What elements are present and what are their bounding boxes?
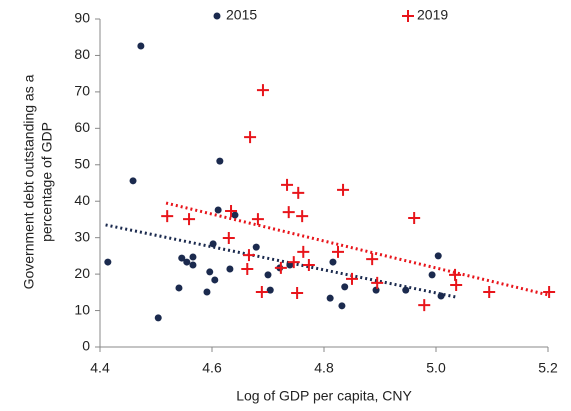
point <box>226 265 234 273</box>
y-tick-label: 10 <box>74 301 90 317</box>
point <box>291 287 304 300</box>
point <box>437 292 445 300</box>
trendline <box>105 223 457 299</box>
point <box>282 206 295 219</box>
point <box>189 253 197 261</box>
x-axis-label: Log of GDP per capita, CNY <box>236 388 412 404</box>
y-tick-label: 80 <box>74 46 90 62</box>
point <box>183 213 196 226</box>
y-tick-label: 90 <box>74 10 90 26</box>
point <box>402 286 410 294</box>
point <box>372 286 380 294</box>
y-tick-label: 30 <box>74 228 90 244</box>
point <box>292 186 305 199</box>
point <box>408 211 421 224</box>
point <box>346 272 358 285</box>
y-tick-label: 20 <box>74 265 90 281</box>
y-axis-label: Government debt outstanding as a <box>21 74 37 289</box>
y-tick-label: 60 <box>74 119 90 135</box>
point <box>183 258 191 266</box>
point <box>337 183 350 196</box>
point <box>175 284 183 292</box>
point <box>450 279 463 292</box>
legend-marker <box>213 12 221 20</box>
point <box>449 268 462 281</box>
point <box>241 263 254 276</box>
trendline <box>165 201 549 297</box>
point <box>371 276 384 289</box>
point <box>266 286 274 294</box>
point <box>104 258 112 266</box>
y-tick-label: 70 <box>74 83 90 99</box>
point <box>203 288 211 296</box>
point <box>209 240 217 248</box>
x-tick-label: 5.2 <box>538 360 558 376</box>
point <box>286 261 294 269</box>
point <box>332 245 344 258</box>
point <box>244 131 257 144</box>
legend-label: 2019 <box>417 7 448 23</box>
x-tick-label: 4.4 <box>90 360 110 376</box>
point <box>242 249 255 262</box>
legend-label: 2015 <box>226 7 257 23</box>
point <box>225 205 238 218</box>
x-tick-label: 4.6 <box>202 360 222 376</box>
point <box>255 285 268 298</box>
y-tick-label: 0 <box>82 338 90 354</box>
point <box>256 84 269 97</box>
point <box>428 271 436 279</box>
point <box>154 314 162 322</box>
y-tick-label: 50 <box>74 155 90 171</box>
y-axis-label: percentage of GDP <box>39 122 55 242</box>
point <box>326 294 334 302</box>
point <box>434 252 442 260</box>
point <box>211 276 219 284</box>
point <box>287 256 300 269</box>
point <box>296 210 309 223</box>
point <box>189 261 197 269</box>
point <box>341 283 349 291</box>
point <box>129 177 137 185</box>
point <box>251 213 264 226</box>
point <box>338 302 346 310</box>
y-tick-label: 40 <box>74 192 90 208</box>
x-tick-label: 5.0 <box>426 360 446 376</box>
legend-marker <box>402 10 414 22</box>
point <box>543 285 556 298</box>
point <box>281 178 294 191</box>
point <box>418 299 431 312</box>
point <box>222 232 235 245</box>
point <box>329 258 337 266</box>
point <box>214 206 222 214</box>
point <box>206 268 214 276</box>
point <box>231 211 239 219</box>
point <box>252 243 260 251</box>
point <box>264 271 272 279</box>
point <box>366 253 379 266</box>
point <box>302 259 315 271</box>
point <box>297 245 310 258</box>
x-tick-label: 4.8 <box>314 360 334 376</box>
point <box>178 254 186 262</box>
point <box>216 157 224 165</box>
point <box>161 210 174 223</box>
point <box>274 261 287 274</box>
point <box>483 285 496 298</box>
point <box>137 42 145 50</box>
